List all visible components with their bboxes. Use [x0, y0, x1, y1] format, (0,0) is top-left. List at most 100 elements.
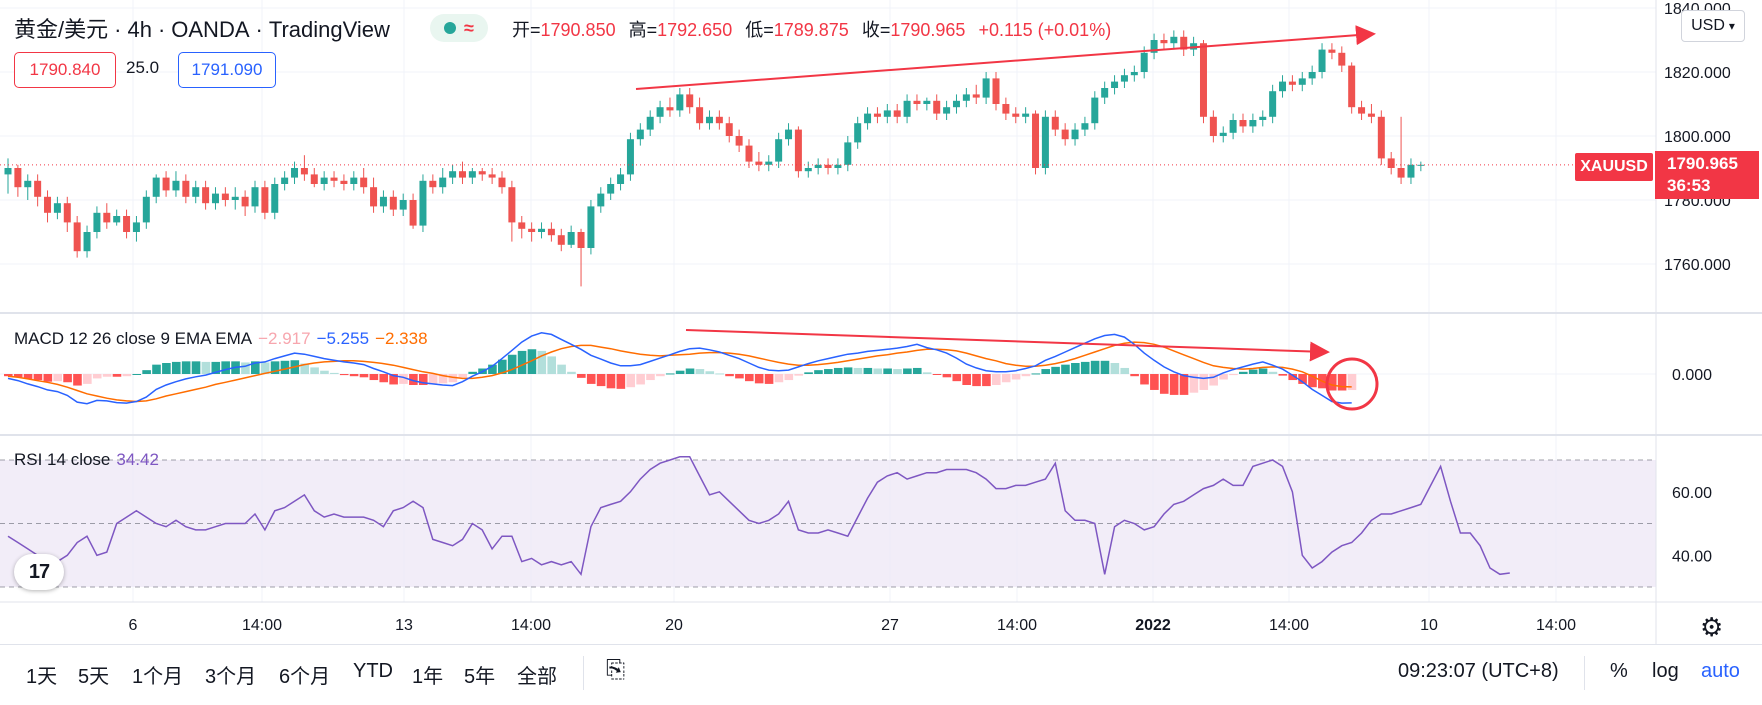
- candle-body: [824, 164, 832, 168]
- macd-histogram-bar: [596, 374, 606, 387]
- symbol-title[interactable]: 黄金/美元 · 4h · OANDA · TradingView: [14, 12, 396, 44]
- candle-body: [1367, 113, 1375, 117]
- candle-body: [617, 174, 625, 184]
- macd-pane: [4, 332, 1357, 405]
- macd-histogram-bar: [1347, 374, 1357, 391]
- market-status-pill[interactable]: ≈: [430, 14, 488, 42]
- rsi-legend[interactable]: RSI 14 close 34.42: [14, 450, 165, 470]
- price-tick-label: 1760.000: [1664, 257, 1731, 274]
- macd-histogram-bar: [705, 371, 715, 374]
- candle-body: [696, 107, 704, 124]
- rsi-name: RSI 14 close: [14, 450, 111, 469]
- candle-body: [913, 100, 921, 104]
- candle-body: [1199, 43, 1207, 117]
- calendar-range-icon[interactable]: ⎘: [606, 656, 626, 683]
- macd-histogram-bar: [992, 374, 1001, 385]
- candle-body: [804, 168, 812, 172]
- candle-body: [943, 107, 951, 114]
- candle-body: [83, 232, 91, 252]
- candle-body: [933, 100, 941, 114]
- macd-histogram-bar: [1189, 374, 1199, 393]
- candle-body: [142, 196, 150, 223]
- auto-toggle[interactable]: auto: [1701, 660, 1740, 682]
- macd-histogram-bar: [320, 370, 329, 374]
- candle-body: [379, 196, 387, 207]
- macd-legend[interactable]: MACD 12 26 close 9 EMA EMA −2.917 −5.255 −2…: [14, 329, 434, 349]
- ohlc-legend: 开=1790.850 高=1792.650 低=1789.875 收=1790.…: [512, 16, 1119, 42]
- candle-body: [775, 139, 783, 162]
- candle-body: [1002, 104, 1010, 114]
- macd-histogram-bar: [1169, 374, 1179, 395]
- drawing-annotations: [635, 25, 1379, 411]
- candle-body: [73, 222, 81, 252]
- range-button[interactable]: 全部: [517, 666, 557, 688]
- candle-body: [735, 136, 743, 146]
- macd-histogram-bar: [547, 356, 556, 374]
- chevron-down-icon: ▾: [1728, 19, 1735, 33]
- macd-histogram-bar: [863, 367, 873, 374]
- range-button[interactable]: 6个月: [279, 666, 331, 688]
- range-button[interactable]: 1个月: [132, 666, 184, 688]
- sell-button[interactable]: 1790.840: [14, 52, 116, 88]
- time-tick-label: 14:00: [511, 617, 551, 634]
- candle-body: [350, 177, 358, 184]
- clock[interactable]: 09:23:07 (UTC+8): [1398, 660, 1559, 682]
- candle-body: [528, 228, 536, 232]
- range-button[interactable]: YTD: [353, 660, 393, 682]
- range-button[interactable]: 1天: [26, 666, 58, 688]
- bar-countdown: 36:53: [1667, 176, 1711, 195]
- candle-body: [893, 110, 901, 117]
- candle-body: [24, 180, 32, 188]
- range-button[interactable]: 5年: [464, 666, 496, 688]
- macd-histogram-bar: [626, 374, 636, 388]
- macd-histogram-bar: [1001, 374, 1011, 383]
- range-button[interactable]: 1年: [412, 666, 444, 688]
- range-button[interactable]: 5天: [78, 666, 110, 688]
- currency-dropdown[interactable]: USD ▾: [1681, 10, 1745, 42]
- candle-body: [1269, 91, 1277, 117]
- candle-body: [854, 123, 862, 143]
- buy-button[interactable]: 1791.090: [178, 52, 276, 88]
- macd-histogram-bar: [300, 363, 309, 374]
- macd-histogram-bar: [725, 374, 734, 377]
- price-tick-label: 1800.000: [1664, 129, 1731, 146]
- divider: [1584, 656, 1585, 690]
- rsi-line: [7, 456, 1510, 577]
- time-tick-label: 13: [395, 617, 413, 634]
- tradingview-logo-icon[interactable]: 17: [14, 554, 64, 590]
- macd-histogram-bar: [1140, 374, 1149, 385]
- axes: 1840.0001820.0001800.0001780.0001760.000…: [0, 0, 1762, 644]
- macd-histogram-bar: [557, 364, 566, 374]
- macd-histogram-bar: [4, 374, 13, 377]
- candle-body: [794, 129, 802, 172]
- candle-body: [1229, 120, 1237, 133]
- macd-histogram-bar: [142, 370, 151, 374]
- candle-body: [923, 100, 931, 104]
- macd-histogram-bar: [102, 374, 112, 377]
- candle-body: [468, 171, 476, 178]
- macd-histogram-bar: [665, 373, 675, 375]
- candle-body: [725, 123, 733, 136]
- macd-histogram-bar: [586, 374, 596, 384]
- macd-histogram-bar: [517, 350, 527, 374]
- gear-icon[interactable]: ⚙: [1700, 612, 1724, 642]
- log-toggle[interactable]: log: [1652, 660, 1679, 682]
- candle-body: [113, 216, 121, 223]
- current-price: 1790.965: [1667, 154, 1738, 173]
- candle-body: [1071, 129, 1079, 140]
- percent-toggle[interactable]: %: [1610, 660, 1628, 682]
- macd-histogram-bar: [132, 374, 142, 375]
- candle-body: [1387, 158, 1395, 168]
- macd-histogram-bar: [932, 374, 942, 375]
- candle-body: [330, 177, 338, 181]
- macd-histogram-bar: [685, 368, 695, 374]
- candle-body: [1239, 120, 1247, 127]
- candle-body: [785, 129, 793, 140]
- candle-body: [557, 235, 565, 245]
- macd-histogram-bar: [843, 367, 853, 374]
- macd-histogram-bar: [912, 367, 922, 374]
- candle-body: [834, 164, 842, 168]
- range-button[interactable]: 3个月: [205, 666, 257, 688]
- candle-body: [1308, 72, 1316, 79]
- macd-histogram-bar: [1268, 371, 1278, 374]
